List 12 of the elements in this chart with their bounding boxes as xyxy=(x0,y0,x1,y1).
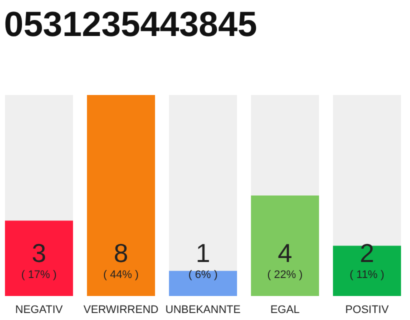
data-label: 4 ( 22% ) xyxy=(267,238,303,281)
data-label: 1 ( 6% ) xyxy=(188,238,218,281)
x-tick-label: NEGATIV xyxy=(15,304,64,316)
x-tick-label: UNBEKANNTE xyxy=(165,304,241,316)
chart-title: 0531235443845 xyxy=(4,5,258,44)
x-tick-label: VERWIRREND xyxy=(84,304,159,316)
x-tick-label: EGAL xyxy=(270,304,300,316)
data-label: 2 ( 11% ) xyxy=(350,238,384,281)
data-label: 3 ( 17% ) xyxy=(21,238,57,281)
x-tick-label: POSITIV xyxy=(345,304,390,316)
data-label: 8 ( 44% ) xyxy=(103,238,139,281)
bar xyxy=(168,270,238,296)
